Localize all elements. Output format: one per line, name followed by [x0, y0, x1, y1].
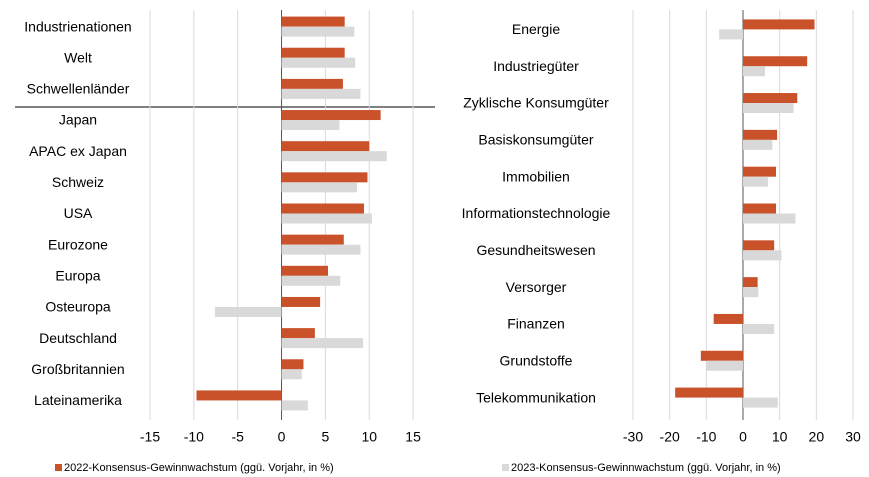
x-tick-label: 5 [321, 429, 329, 445]
bar [281, 120, 340, 131]
category-label: Industrienationen [24, 18, 131, 34]
bar [743, 129, 778, 140]
bar [719, 29, 743, 40]
category-label: Deutschland [39, 330, 117, 346]
bar [713, 313, 743, 324]
category-label: Energie [512, 21, 560, 37]
x-tick-label: 30 [845, 429, 861, 445]
bar [743, 19, 815, 30]
bar [281, 57, 356, 68]
category-label: Japan [59, 112, 97, 128]
bar [281, 213, 372, 224]
bar [281, 141, 370, 152]
bar [196, 390, 282, 401]
x-tick-label: -15 [140, 429, 160, 445]
bar [743, 66, 765, 77]
category-label: Schweiz [52, 174, 104, 190]
bar [706, 360, 743, 371]
bar [743, 213, 796, 224]
bar [281, 369, 302, 380]
x-tick-label: 10 [772, 429, 788, 445]
bar [743, 287, 759, 298]
bar [743, 93, 798, 104]
bar [281, 338, 364, 349]
bar [281, 151, 387, 162]
bar [743, 203, 776, 214]
bar [743, 139, 773, 150]
bar [281, 16, 345, 27]
x-tick-label: -5 [231, 429, 244, 445]
bar [700, 350, 743, 361]
x-tick-label: 15 [405, 429, 421, 445]
category-label: APAC ex Japan [29, 143, 127, 159]
x-tick-label: -10 [184, 429, 204, 445]
x-tick-label: -10 [696, 429, 716, 445]
category-label: Schwellenländer [27, 81, 130, 97]
x-tick-label: -20 [660, 429, 680, 445]
bar [743, 397, 778, 408]
category-label: Telekommunikation [476, 389, 596, 405]
category-label: Eurozone [48, 236, 108, 252]
bar [281, 182, 357, 193]
category-label: Grundstoffe [500, 352, 573, 368]
bar [281, 296, 321, 307]
bar [281, 400, 308, 411]
category-label: Informationstechnologie [462, 205, 611, 221]
bar [281, 26, 355, 37]
bar [281, 172, 368, 183]
bar [281, 244, 361, 255]
bar [281, 234, 344, 245]
bar [743, 166, 776, 177]
bar [281, 265, 329, 276]
bar [281, 275, 341, 286]
x-tick-label: 20 [809, 429, 825, 445]
bar [281, 88, 361, 99]
category-label: Großbritannien [31, 361, 124, 377]
category-label: USA [64, 205, 93, 221]
category-label: Immobilien [502, 168, 570, 184]
x-tick-label: -30 [623, 429, 643, 445]
bar [743, 103, 794, 114]
bar [743, 176, 768, 187]
category-label: Europa [55, 268, 100, 284]
bar [281, 359, 304, 370]
bar [743, 56, 808, 67]
legend-swatch [55, 464, 62, 471]
bar [281, 110, 381, 121]
x-tick-label: 10 [361, 429, 377, 445]
bar [281, 47, 345, 58]
bar [281, 328, 315, 339]
category-label: Osteuropa [45, 299, 111, 315]
legend-label: 2022-Konsensus-Gewinnwachstum (ggü. Vorj… [64, 462, 334, 474]
x-tick-label: 0 [278, 429, 286, 445]
category-label: Gesundheitswesen [476, 242, 595, 258]
category-label: Zyklische Konsumgüter [463, 95, 609, 111]
legend-label: 2023-Konsensus-Gewinnwachstum (ggü. Vorj… [511, 462, 781, 474]
bar [281, 78, 343, 89]
category-label: Versorger [506, 279, 567, 295]
bar [743, 323, 775, 334]
category-label: Finanzen [507, 316, 565, 332]
category-label: Basiskonsumgüter [478, 132, 594, 148]
x-tick-label: 0 [739, 429, 747, 445]
legend-swatch [502, 464, 509, 471]
category-label: Industriegüter [493, 58, 579, 74]
bar [743, 250, 782, 261]
bar [743, 240, 775, 251]
bar [675, 387, 743, 398]
bar [743, 277, 758, 288]
bar [281, 203, 364, 214]
bar [214, 306, 282, 317]
category-label: Welt [64, 49, 92, 65]
category-label: Lateinamerika [34, 392, 122, 408]
